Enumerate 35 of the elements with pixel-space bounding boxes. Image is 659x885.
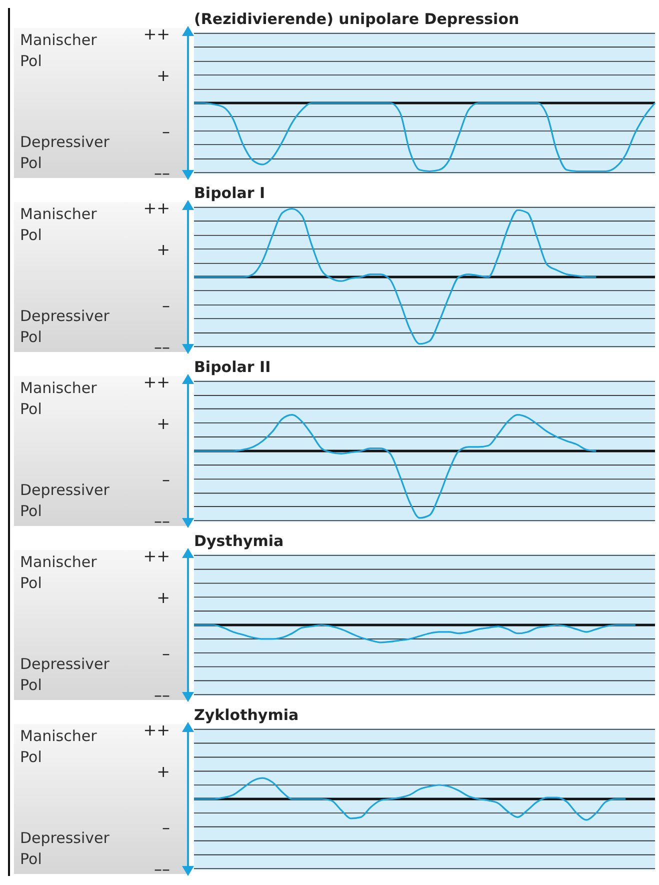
ref-line-label: + — [156, 588, 170, 608]
chart-title: (Rezidivierende) unipolare Depression — [194, 10, 520, 28]
chart-title: Dysthymia — [194, 532, 284, 550]
text: Depressiver Pol — [20, 306, 110, 348]
ref-line-label: –– — [154, 164, 170, 183]
text: Manischer Pol — [20, 30, 98, 72]
ref-line-label: –– — [154, 860, 170, 879]
ref-line-label: –– — [154, 338, 170, 357]
text: Manischer Pol — [20, 378, 98, 420]
ref-line-label: + — [156, 240, 170, 260]
text: Depressiver Pol — [20, 654, 110, 696]
text: Depressiver Pol — [20, 480, 110, 522]
text: Depressiver Pol — [20, 828, 110, 870]
ref-line-label: ++ — [143, 720, 170, 740]
ref-line-label: – — [162, 644, 170, 663]
ref-line-label: + — [156, 762, 170, 782]
ref-line-label: ++ — [143, 372, 170, 392]
ref-line-label: + — [156, 66, 170, 86]
chart-title: Bipolar II — [194, 358, 271, 376]
ref-line-label: – — [162, 470, 170, 490]
ref-line-label: –– — [154, 512, 170, 531]
ref-line-label: ++ — [143, 24, 170, 44]
ref-line-label: – — [162, 296, 170, 315]
text: Manischer Pol — [20, 552, 98, 594]
ref-line-label: ++ — [143, 546, 170, 566]
ref-line-label: + — [156, 414, 170, 433]
ref-line-label: – — [162, 818, 170, 837]
chart-title: Bipolar I — [194, 184, 266, 202]
ref-line-label: – — [162, 122, 170, 141]
text: Depressiver Pol — [20, 132, 110, 174]
ref-line-label: ++ — [143, 198, 170, 218]
chart-title: Zyklothymia — [194, 706, 299, 724]
text: Manischer Pol — [20, 204, 98, 246]
ref-line-label: –– — [154, 686, 170, 705]
text: Manischer Pol — [20, 726, 98, 768]
